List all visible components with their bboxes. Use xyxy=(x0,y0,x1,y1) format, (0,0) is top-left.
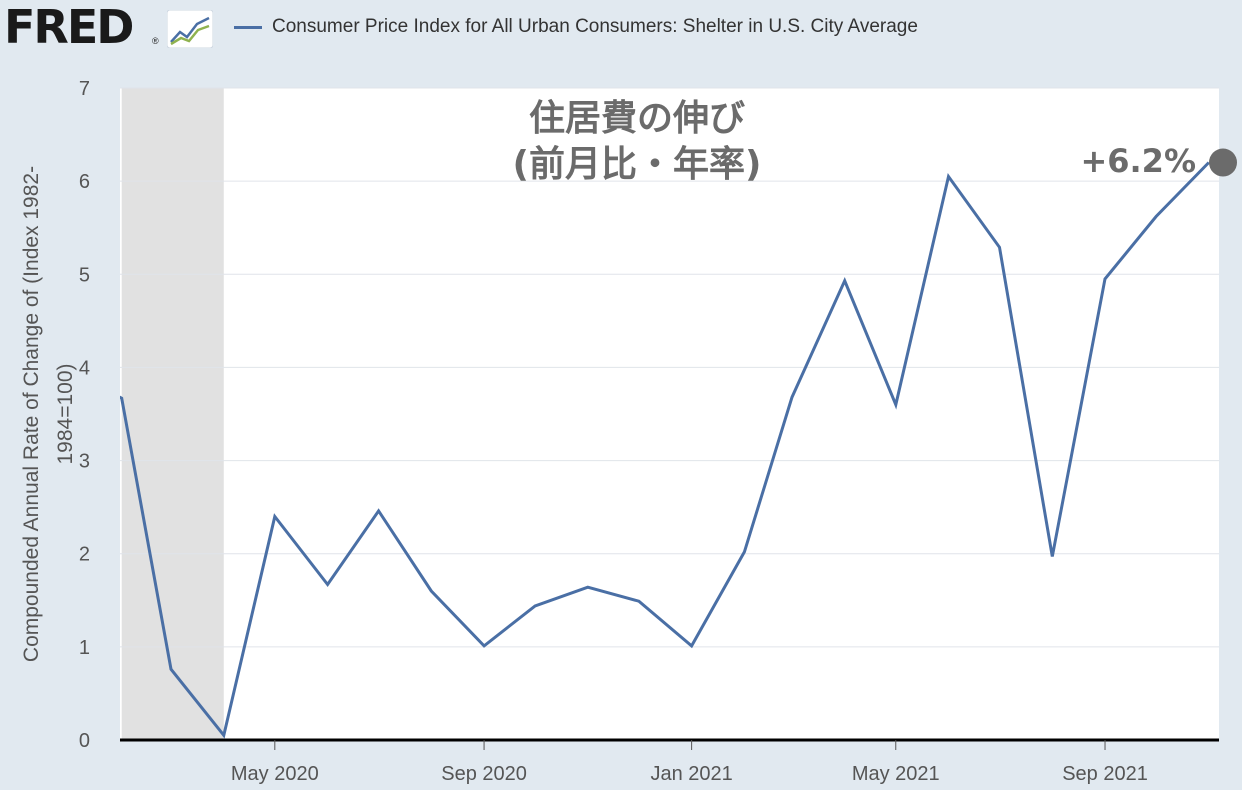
x-tick-label: May 2020 xyxy=(231,763,319,785)
data-point xyxy=(586,585,590,589)
data-point xyxy=(790,395,794,399)
y-tick-label: 0 xyxy=(79,730,90,752)
data-point xyxy=(169,667,173,671)
x-tick-label: Sep 2021 xyxy=(1062,763,1148,785)
series-line xyxy=(120,161,1210,739)
data-point xyxy=(120,396,124,400)
annotation-title-line2: (前月比・年率) xyxy=(513,144,762,185)
data-point xyxy=(1050,555,1054,559)
x-tick-label: May 2021 xyxy=(852,763,940,785)
data-point xyxy=(998,245,1002,249)
y-tick-label: 1 xyxy=(79,637,90,659)
y-axis-title: Compounded Annual Rate of Change of (Ind… xyxy=(20,166,77,662)
legend-series-swatch xyxy=(234,25,262,29)
data-point xyxy=(326,583,330,587)
x-tick-label: Sep 2020 xyxy=(441,763,527,785)
data-point xyxy=(533,604,537,608)
y-tick-label: 4 xyxy=(79,357,90,379)
plot-area xyxy=(120,88,1219,740)
data-point xyxy=(637,599,641,603)
data-point xyxy=(690,644,694,648)
y-tick-label: 5 xyxy=(79,264,90,286)
data-point xyxy=(377,509,381,513)
y-tick-label: 7 xyxy=(79,78,90,100)
data-point xyxy=(482,644,486,648)
data-point xyxy=(742,550,746,554)
legend-series-label: Consumer Price Index for All Urban Consu… xyxy=(272,16,918,37)
y-axis-title-line2: 1984=100) xyxy=(54,363,77,464)
data-point xyxy=(1103,277,1107,281)
data-point xyxy=(894,403,898,407)
data-point xyxy=(222,733,226,737)
fred-logo[interactable]: FRED xyxy=(4,0,134,54)
registered-mark: ® xyxy=(152,36,159,46)
chart-legend[interactable]: Consumer Price Index for All Urban Consu… xyxy=(234,14,918,40)
trend-lines-icon xyxy=(167,10,213,48)
recession-shading xyxy=(121,88,224,740)
y-tick-label: 3 xyxy=(79,451,90,473)
data-point xyxy=(947,175,951,179)
y-axis-title-line1: Compounded Annual Rate of Change of (Ind… xyxy=(20,166,43,662)
last-value-label: +6.2% xyxy=(1080,142,1196,180)
chart-header: FRED ® Consumer Price Index for All Urba… xyxy=(0,0,1242,60)
last-value-marker xyxy=(1209,148,1237,177)
data-point xyxy=(1154,215,1158,219)
y-tick-label: 6 xyxy=(79,171,90,193)
x-tick-label: Jan 2021 xyxy=(650,763,732,785)
data-point xyxy=(429,589,433,593)
y-tick-label: 2 xyxy=(79,544,90,566)
annotation-title-line1: 住居費の伸び xyxy=(529,98,745,139)
data-point xyxy=(843,279,847,283)
data-point xyxy=(273,515,277,519)
